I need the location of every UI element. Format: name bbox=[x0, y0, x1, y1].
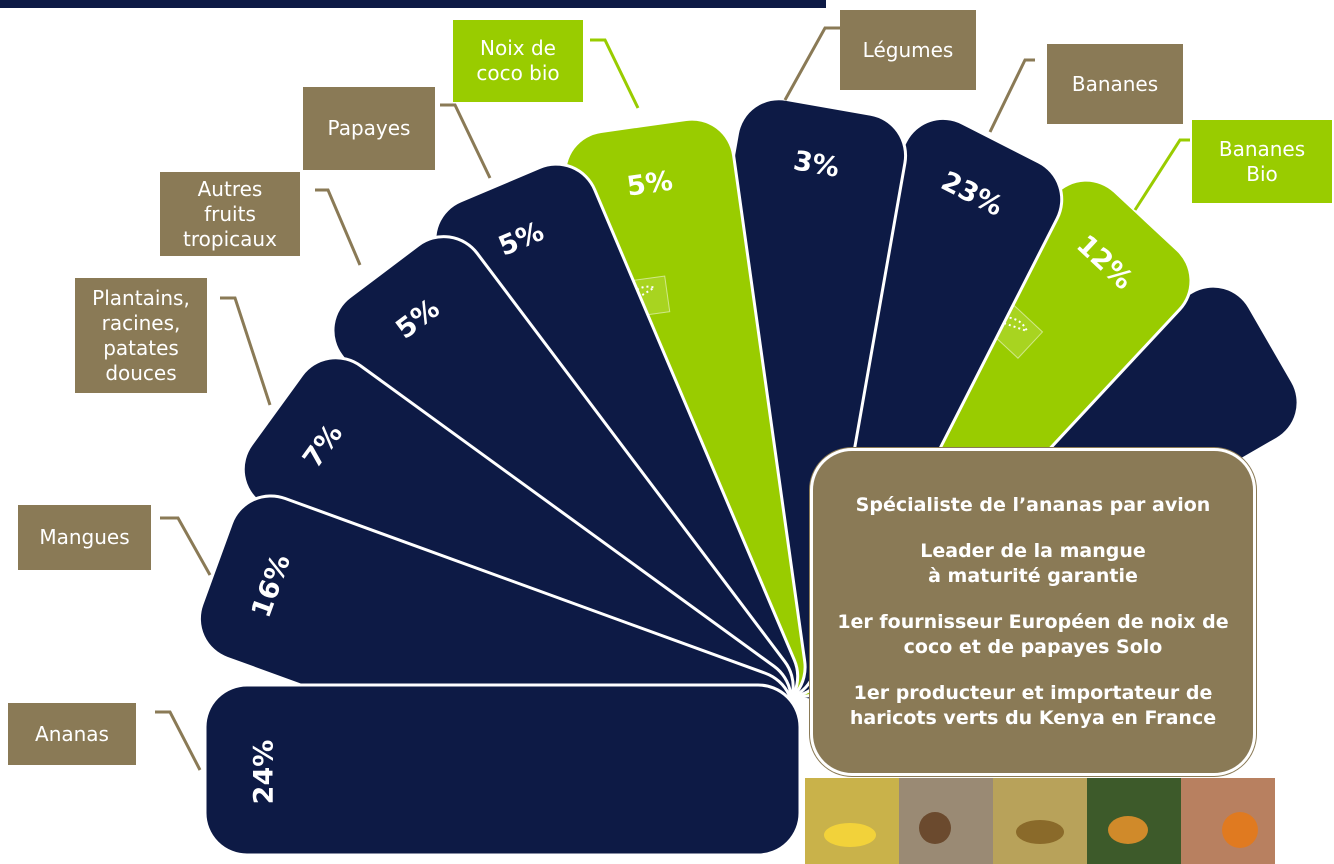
category-label: Plantains, racines, patates douces bbox=[75, 278, 207, 393]
category-label: Bananes Bio bbox=[1192, 120, 1332, 203]
card-shape bbox=[203, 683, 802, 857]
callout-paragraph: Leader de la mangue à maturité garantie bbox=[813, 539, 1253, 589]
leader-line bbox=[440, 103, 492, 179]
category-label: Légumes bbox=[840, 10, 976, 90]
leader-line bbox=[783, 26, 840, 101]
category-label: Mangues bbox=[18, 505, 151, 570]
callout-paragraph: Spécialiste de l’ananas par avion bbox=[813, 493, 1253, 518]
callout-box: Spécialiste de l’ananas par avion Leader … bbox=[810, 448, 1256, 776]
leader-line bbox=[220, 296, 272, 406]
category-label: Bananes bbox=[1047, 44, 1183, 124]
leader-line bbox=[988, 58, 1035, 133]
value-label: 5% bbox=[625, 166, 675, 203]
category-label: Noix de coco bio bbox=[453, 20, 583, 102]
callout-line: coco et de papayes Solo bbox=[903, 636, 1163, 658]
callout-line: 1er fournisseur Européen de noix de bbox=[837, 611, 1229, 633]
top-rule bbox=[0, 0, 826, 8]
leader-line bbox=[315, 188, 362, 266]
leader-line bbox=[1133, 138, 1190, 211]
callout-line: haricots verts du Kenya en France bbox=[849, 707, 1217, 729]
leader-line bbox=[160, 516, 212, 576]
callout-line: Leader de la mangue bbox=[920, 540, 1146, 562]
category-label: Papayes bbox=[303, 87, 435, 170]
callout-line: Spécialiste de l’ananas par avion bbox=[855, 494, 1211, 516]
category-label: Ananas bbox=[8, 703, 136, 765]
photo-strip bbox=[805, 778, 1275, 864]
category-label: Autres fruits tropicaux bbox=[160, 172, 300, 256]
card: 24% bbox=[203, 683, 802, 857]
callout-paragraph: 1er producteur et importateur de haricots… bbox=[813, 681, 1253, 731]
leader-line bbox=[590, 38, 640, 109]
leader-line bbox=[155, 710, 202, 771]
callout-line: 1er producteur et importateur de bbox=[853, 682, 1213, 704]
callout-line: à maturité garantie bbox=[928, 565, 1138, 587]
value-label: 24% bbox=[249, 740, 280, 805]
callout-paragraph: 1er fournisseur Européen de noix de coco … bbox=[813, 610, 1253, 660]
